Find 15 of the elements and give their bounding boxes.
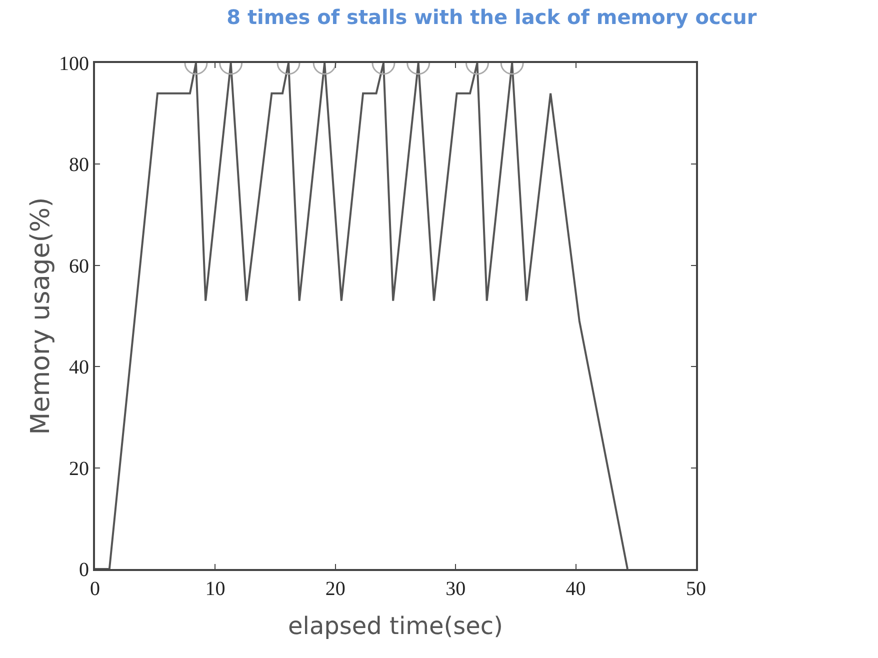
y-axis-title: Memory usage(%)	[26, 197, 56, 435]
x-axis-title: elapsed time(sec)	[288, 612, 503, 640]
y-tick-label: 20	[69, 458, 89, 480]
x-tick-label: 40	[566, 578, 586, 600]
y-tick-label: 0	[79, 559, 89, 581]
y-tick-label: 40	[69, 356, 89, 379]
x-tick-label: 20	[325, 578, 346, 600]
y-tick-label: 60	[69, 255, 89, 278]
y-tick-label: 80	[69, 154, 89, 176]
x-tick-label: 50	[686, 578, 706, 600]
y-tick-label: 100	[59, 53, 89, 75]
line-series	[95, 63, 628, 569]
chart-title: 8 times of stalls with the lack of memory occur	[226, 4, 757, 29]
x-tick-label: 30	[446, 578, 466, 600]
x-tick-label: 10	[205, 578, 226, 600]
